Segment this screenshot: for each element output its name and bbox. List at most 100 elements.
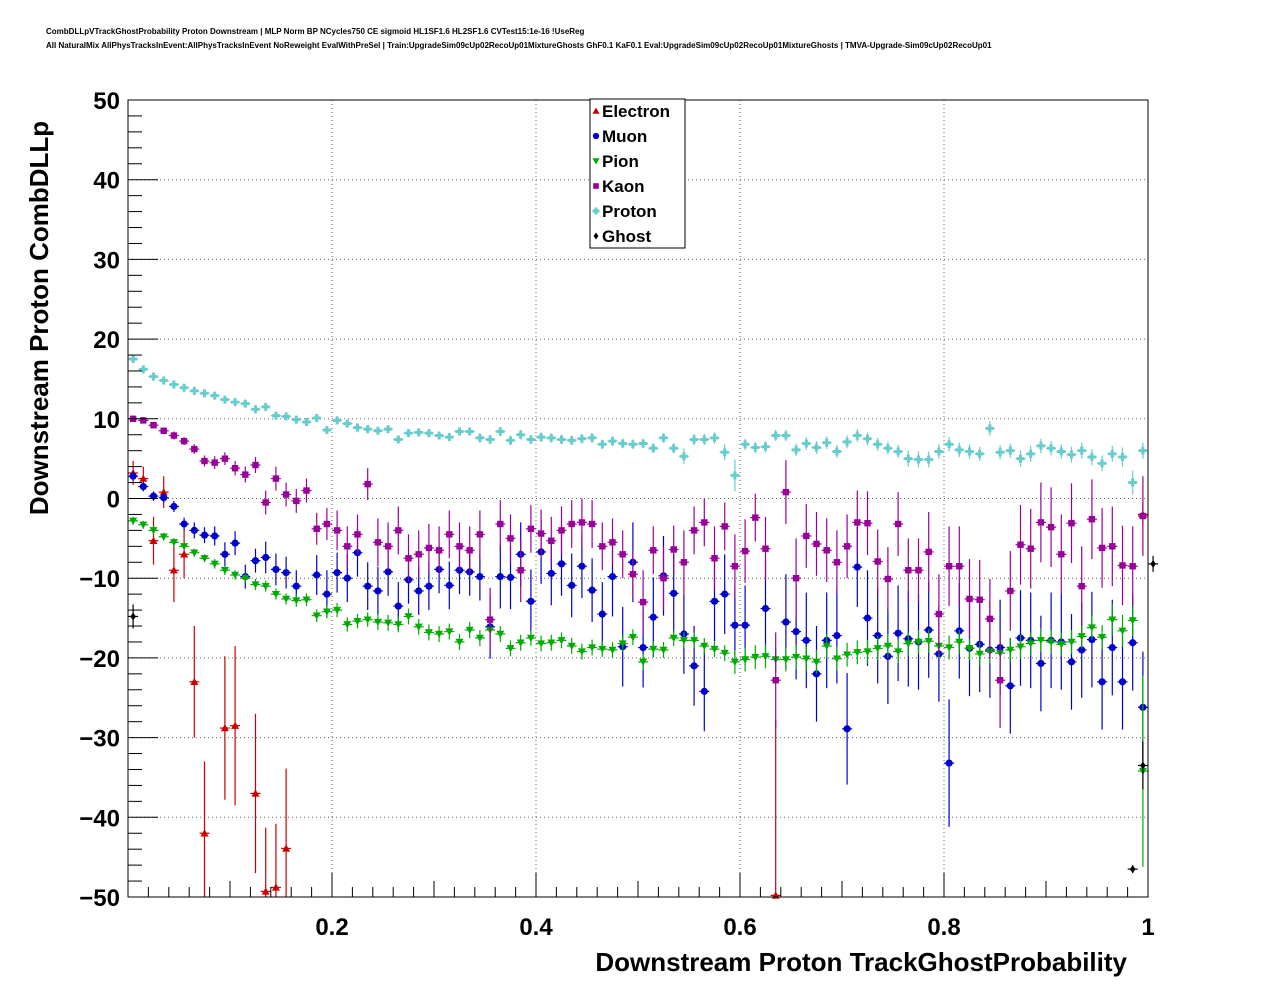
data-point [1066,630,1077,654]
data-point [831,445,842,458]
data-point [189,626,200,738]
data-point [1035,628,1046,653]
data-point [587,500,598,548]
data-point [780,460,791,525]
data-point [678,632,689,649]
data-point [556,434,567,445]
data-point [709,641,720,658]
data-point [474,552,485,601]
data-point [668,630,679,646]
data-point [689,433,700,446]
data-point [750,645,761,670]
data-point [423,429,434,438]
data-point [515,634,526,651]
data-point [648,526,659,575]
data-point [474,630,485,646]
data-point [1137,442,1148,459]
data-point [954,526,965,607]
data-point [770,720,781,899]
data-point [893,445,904,458]
data-point [444,623,455,640]
data-point [933,444,944,459]
data-point [597,641,608,658]
data-point [301,478,312,503]
data-point [740,438,751,450]
data-point [658,641,669,658]
data-point [842,642,853,667]
data-point [699,651,710,732]
data-point [617,438,628,449]
data-point [464,427,475,436]
data-point [740,647,751,672]
data-point [576,433,587,444]
data-point [495,426,506,437]
data-point [260,541,271,574]
data-point [923,629,934,654]
data-point [740,519,751,583]
data-point [505,514,516,563]
data-point [1046,441,1057,456]
data-point [954,442,965,458]
data-point [148,372,159,381]
data-point [1117,525,1128,606]
data-point [444,510,455,559]
axis-ticks: 0.2 0.4 0.6 0.8 1 −50 −40 −30 −20 −10 0 10 20 30 40 50 [79,88,1154,941]
data-point [974,446,985,462]
y-tick-label: 50 [93,88,120,115]
data-point [974,641,985,666]
data-point [189,386,200,395]
data-point [913,630,924,654]
data-point [638,653,649,670]
data-point [821,633,832,658]
data-point [1107,506,1118,587]
data-point [332,552,343,593]
data-point [321,605,332,619]
data-point [668,443,679,454]
data-point [485,434,496,445]
data-point [893,492,904,556]
data-point [138,417,149,424]
data-point [148,526,159,535]
data-point [546,634,557,651]
data-point [1035,482,1046,563]
data-point [1117,614,1128,647]
data-point [1148,555,1159,572]
data-point [158,376,169,385]
data-point [250,405,261,414]
data-point [505,640,516,657]
data-point [413,567,424,615]
data-point [423,524,434,572]
data-point [638,438,649,449]
data-point [1056,514,1067,595]
data-point [230,398,241,407]
data-point [729,534,740,599]
data-point [474,510,485,559]
data-point [505,435,516,446]
data-point [566,637,577,654]
data-point [903,450,914,467]
data-point [128,355,139,364]
y-tick-label: −30 [79,726,120,753]
data-point [352,423,363,432]
data-point [199,554,210,563]
data-point [423,624,434,641]
data-point [811,512,822,576]
data-point [291,415,302,424]
data-point [750,493,761,542]
data-point [1086,449,1097,466]
data-points [128,355,1159,899]
data-point [638,570,649,634]
data-point [791,443,802,457]
data-point [209,526,220,546]
data-point [148,421,159,429]
x-tick-label: 1 [1141,914,1154,941]
data-point [1097,633,1108,730]
data-point [546,433,557,443]
data-point [168,431,179,440]
legend-label-ghost: Ghost [602,227,651,246]
data-point [403,534,414,583]
x-tick-label: 0.4 [519,914,553,941]
data-point [168,500,179,513]
legend-marker-proton [592,207,600,215]
